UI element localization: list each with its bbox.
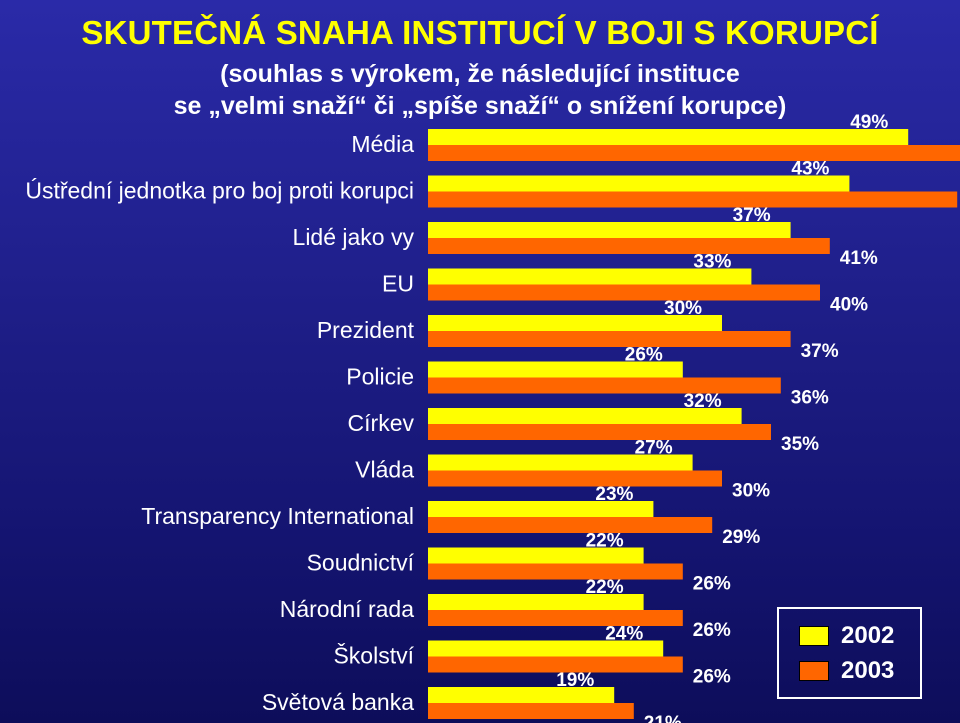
bar-2003-svetova-banka [428, 703, 634, 719]
category-label-ustredni-jednotka-pro-boj-proti-korupci: Ústřední jednotka pro boj proti korupci [25, 178, 414, 204]
category-label-skolstvi: Školství [333, 642, 414, 669]
data-label-2002-ustredni-jednotka-pro-boj-proti-korupci: 43% [791, 159, 829, 180]
bar-2003-lide-jako-vy [428, 238, 830, 254]
data-label-2003-policie: 36% [791, 388, 829, 409]
bar-2002-vlada [428, 454, 693, 471]
bar-2002-svetova-banka [428, 687, 615, 703]
bar-2003-media [428, 145, 960, 161]
data-label-2003-transparency-international: 29% [722, 527, 760, 548]
data-label-2003-vlada: 30% [732, 481, 770, 502]
legend-swatch-2002 [799, 626, 829, 646]
category-label-soudnictvi: Soudnictví [307, 550, 415, 576]
category-label-policie: Policie [346, 364, 414, 390]
bar-2003-narodni-rada [428, 610, 683, 626]
legend-item-2003: 2003 [799, 656, 894, 686]
data-label-2002-eu: 33% [693, 252, 731, 273]
legend-label-2002: 2002 [841, 622, 895, 649]
bar-2002-soudnictvi [428, 547, 644, 564]
bar-2003-prezident [428, 331, 791, 347]
legend-item-2002: 2002 [799, 621, 894, 651]
data-label-2003-svetova-banka: 21% [644, 713, 682, 723]
category-label-media: Média [351, 131, 414, 157]
chart-title: SKUTEČNÁ SNAHA INSTITUCÍ V BOJI S KORUPC… [81, 14, 879, 51]
bar-2002-cirkev [428, 408, 742, 424]
data-label-2002-svetova-banka: 19% [556, 670, 594, 691]
bar-2002-narodni-rada [428, 594, 644, 610]
data-label-2002-narodni-rada: 22% [586, 577, 624, 598]
category-label-svetova-banka: Světová banka [262, 689, 414, 715]
legend-label-2003: 2003 [841, 657, 895, 684]
category-label-narodni-rada: Národní rada [280, 596, 414, 622]
category-label-transparency-international: Transparency International [141, 503, 414, 529]
bar-2003-soudnictvi [428, 563, 683, 580]
bar-2002-ustredni-jednotka-pro-boj-proti-korupci [428, 175, 850, 192]
chart-subtitle-line2: se „velmi snaží“ či „spíše snaží“ o sníž… [173, 92, 787, 120]
category-label-vlada: Vláda [355, 457, 414, 483]
bar-2002-prezident [428, 315, 722, 331]
bar-2003-policie [428, 377, 781, 394]
bar-2002-skolstvi [428, 640, 664, 657]
bar-2002-lide-jako-vy [428, 222, 791, 238]
data-label-2002-prezident: 30% [664, 298, 702, 319]
category-label-eu: EU [382, 271, 414, 297]
data-label-2002-media: 49% [850, 112, 888, 133]
bar-2003-transparency-international [428, 517, 713, 533]
data-label-2002-transparency-international: 23% [595, 484, 633, 505]
data-label-2003-lide-jako-vy: 41% [840, 248, 878, 269]
bar-2003-cirkev [428, 424, 771, 440]
category-label-lide-jako-vy: Lidé jako vy [293, 224, 415, 250]
data-label-2003-narodni-rada: 26% [693, 620, 731, 641]
category-label-cirkev: Církev [348, 410, 415, 436]
bar-2002-eu [428, 268, 752, 285]
category-label-prezident: Prezident [317, 317, 415, 343]
data-label-2003-eu: 40% [830, 295, 868, 316]
bar-2002-policie [428, 361, 683, 378]
legend-swatch-2003 [799, 661, 829, 681]
data-label-2002-cirkev: 32% [684, 391, 722, 412]
data-label-2002-policie: 26% [625, 345, 663, 366]
bar-2003-vlada [428, 470, 722, 487]
bar-2003-ustredni-jednotka-pro-boj-proti-korupci [428, 191, 958, 208]
bar-2002-media [428, 129, 909, 145]
data-label-2002-vlada: 27% [635, 438, 673, 459]
bar-2002-transparency-international [428, 501, 654, 517]
data-label-2003-prezident: 37% [801, 341, 839, 362]
data-label-2003-cirkev: 35% [781, 434, 819, 455]
bar-2003-eu [428, 284, 820, 301]
data-label-2002-lide-jako-vy: 37% [733, 205, 771, 226]
data-label-2002-soudnictvi: 22% [586, 531, 624, 552]
data-label-2003-soudnictvi: 26% [693, 574, 731, 595]
data-label-2002-skolstvi: 24% [605, 624, 643, 645]
data-label-2003-skolstvi: 26% [693, 667, 731, 688]
legend: 2002 2003 [777, 607, 922, 699]
chart-subtitle-line1: (souhlas s výrokem, že následující insti… [220, 60, 740, 88]
bar-2003-skolstvi [428, 656, 683, 673]
